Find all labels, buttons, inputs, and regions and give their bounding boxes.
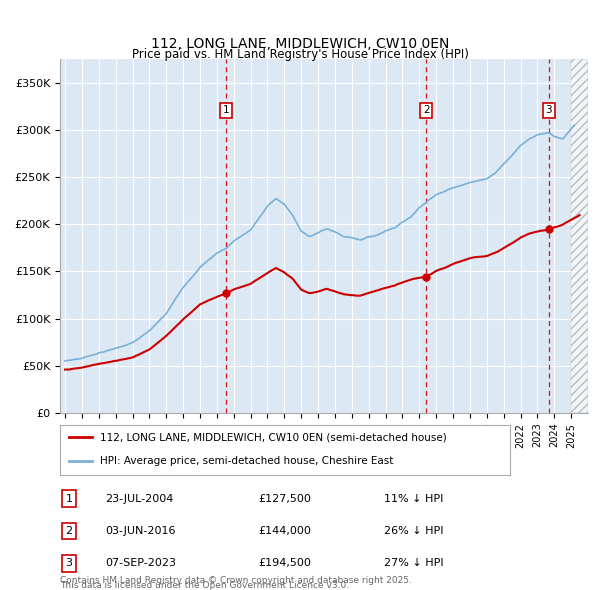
Text: This data is licensed under the Open Government Licence v3.0.: This data is licensed under the Open Gov…: [60, 581, 349, 590]
Text: 2: 2: [65, 526, 73, 536]
Text: 07-SEP-2023: 07-SEP-2023: [105, 559, 176, 568]
Text: 2: 2: [423, 106, 430, 115]
Text: 112, LONG LANE, MIDDLEWICH, CW10 0EN: 112, LONG LANE, MIDDLEWICH, CW10 0EN: [151, 37, 449, 51]
Text: 3: 3: [545, 106, 552, 115]
Text: £127,500: £127,500: [258, 494, 311, 503]
Text: 1: 1: [65, 494, 73, 503]
Text: £144,000: £144,000: [258, 526, 311, 536]
Text: 03-JUN-2016: 03-JUN-2016: [105, 526, 176, 536]
Text: 23-JUL-2004: 23-JUL-2004: [105, 494, 173, 503]
Text: Price paid vs. HM Land Registry's House Price Index (HPI): Price paid vs. HM Land Registry's House …: [131, 48, 469, 61]
Text: Contains HM Land Registry data © Crown copyright and database right 2025.: Contains HM Land Registry data © Crown c…: [60, 576, 412, 585]
Text: 112, LONG LANE, MIDDLEWICH, CW10 0EN (semi-detached house): 112, LONG LANE, MIDDLEWICH, CW10 0EN (se…: [101, 432, 447, 442]
Text: HPI: Average price, semi-detached house, Cheshire East: HPI: Average price, semi-detached house,…: [101, 456, 394, 466]
Text: 3: 3: [65, 559, 73, 568]
Text: £194,500: £194,500: [258, 559, 311, 568]
Text: 11% ↓ HPI: 11% ↓ HPI: [384, 494, 443, 503]
Text: 26% ↓ HPI: 26% ↓ HPI: [384, 526, 443, 536]
Text: 1: 1: [223, 106, 229, 115]
Text: 27% ↓ HPI: 27% ↓ HPI: [384, 559, 443, 568]
